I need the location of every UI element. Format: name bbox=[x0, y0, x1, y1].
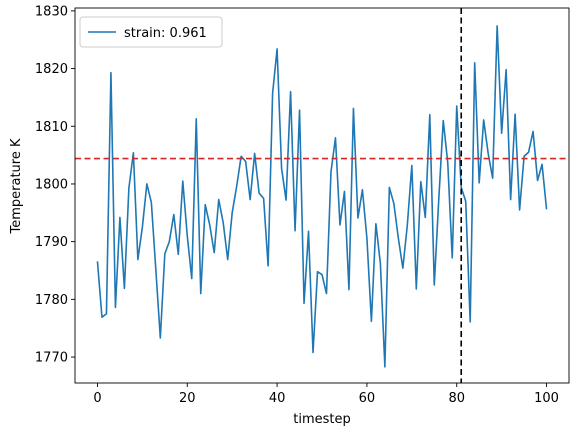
legend-entry-label: strain: 0.961 bbox=[124, 26, 207, 41]
y-tick-label: 1800 bbox=[35, 177, 68, 192]
y-tick-label: 1810 bbox=[35, 120, 68, 135]
y-tick-label: 1770 bbox=[35, 351, 68, 366]
y-tick-label: 1780 bbox=[35, 293, 68, 308]
x-tick-label: 0 bbox=[93, 391, 101, 406]
y-axis-label: Temperature K bbox=[9, 138, 24, 234]
x-tick-label: 100 bbox=[534, 391, 559, 406]
legend: strain: 0.961 bbox=[79, 16, 223, 48]
axes-frame bbox=[74, 7, 570, 384]
y-tick-label: 1830 bbox=[35, 4, 68, 19]
plot-area bbox=[74, 7, 570, 384]
x-tick-label: 20 bbox=[179, 391, 196, 406]
x-axis-label: timestep bbox=[293, 412, 351, 427]
x-tick-label: 80 bbox=[448, 391, 465, 406]
x-axis-ticks: 0 20 40 60 80 100 bbox=[93, 383, 559, 406]
x-tick-label: 60 bbox=[359, 391, 376, 406]
series-line-0 bbox=[96, 25, 548, 368]
y-axis-ticks: 1770 1780 1790 1800 1810 1820 1830 bbox=[35, 4, 75, 366]
y-tick-label: 1790 bbox=[35, 235, 68, 250]
legend-box bbox=[79, 16, 223, 48]
x-tick-label: 40 bbox=[269, 391, 286, 406]
y-tick-label: 1820 bbox=[35, 62, 68, 77]
